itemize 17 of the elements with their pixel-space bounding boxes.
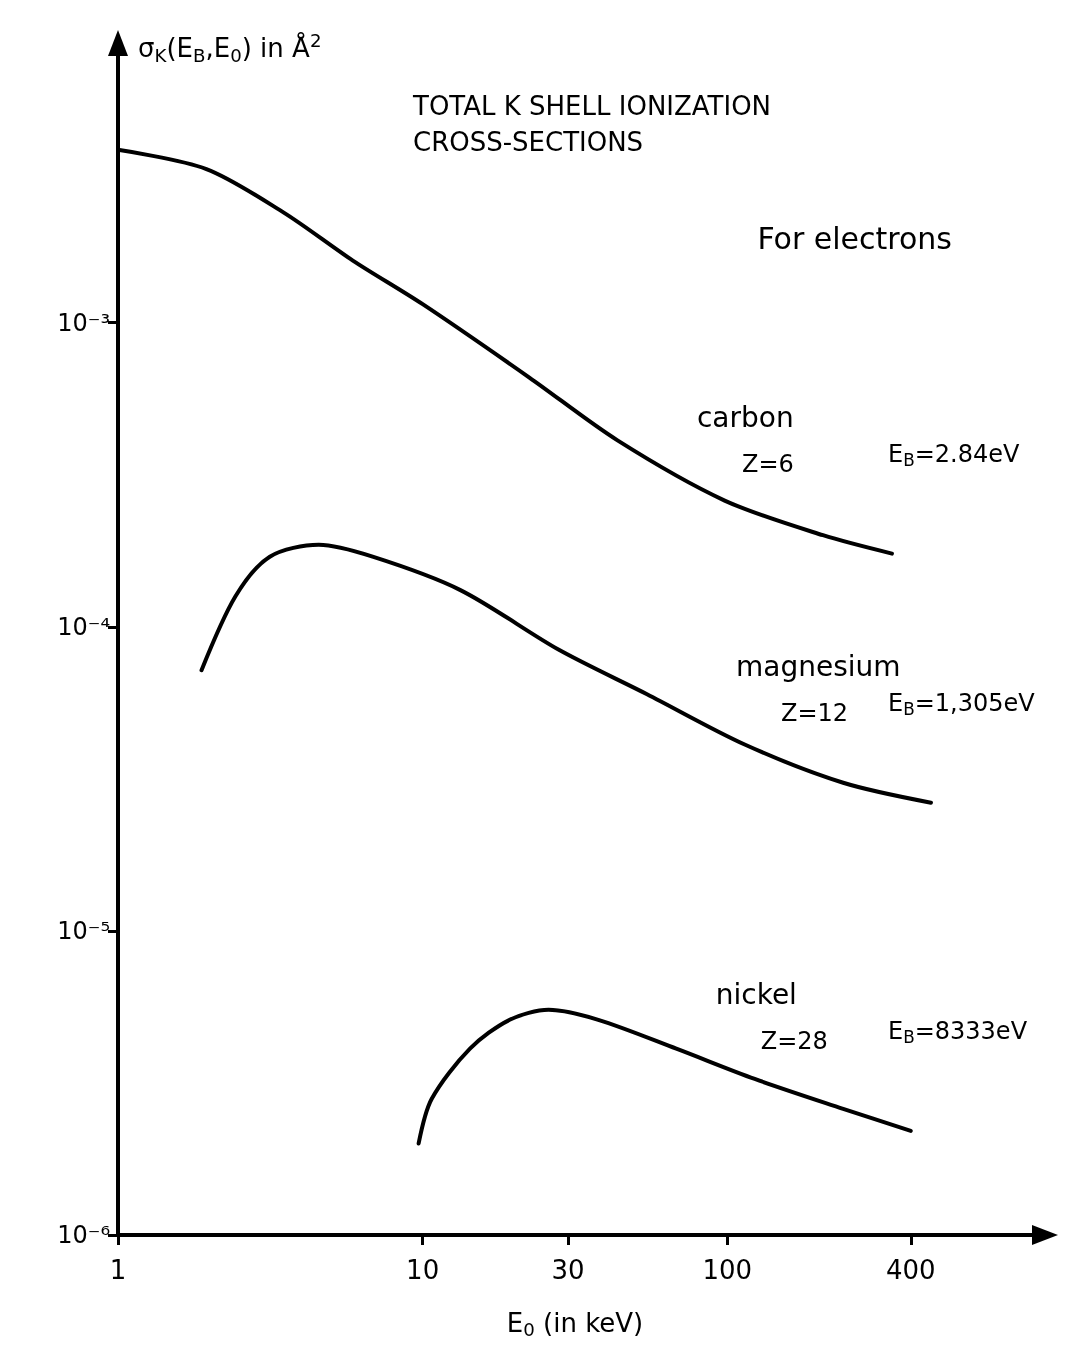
series-label: magnesium bbox=[735, 650, 901, 684]
series-label: nickel bbox=[715, 978, 797, 1012]
x-tick-label: 100 bbox=[702, 1255, 753, 1285]
x-tick-label: 30 bbox=[551, 1255, 585, 1285]
y-tick-label: 10⁻³ bbox=[57, 308, 110, 337]
annotation: Z=6 bbox=[741, 449, 794, 478]
series-label: carbon bbox=[696, 401, 794, 435]
y-tick-label: 10⁻⁵ bbox=[57, 916, 110, 945]
x-tick-label: 10 bbox=[406, 1255, 440, 1285]
annotation: Z=28 bbox=[760, 1026, 828, 1055]
y-tick-label: 10⁻⁴ bbox=[57, 612, 110, 641]
x-tick-label: 400 bbox=[885, 1255, 936, 1285]
y-tick-label: 10⁻⁶ bbox=[57, 1221, 110, 1249]
x-tick-label: 1 bbox=[109, 1255, 127, 1285]
text: For electrons bbox=[757, 220, 952, 256]
annotation: Z=12 bbox=[780, 698, 849, 727]
text: TOTAL K SHELL IONIZATION CROSS-SECTIONS bbox=[412, 91, 780, 157]
